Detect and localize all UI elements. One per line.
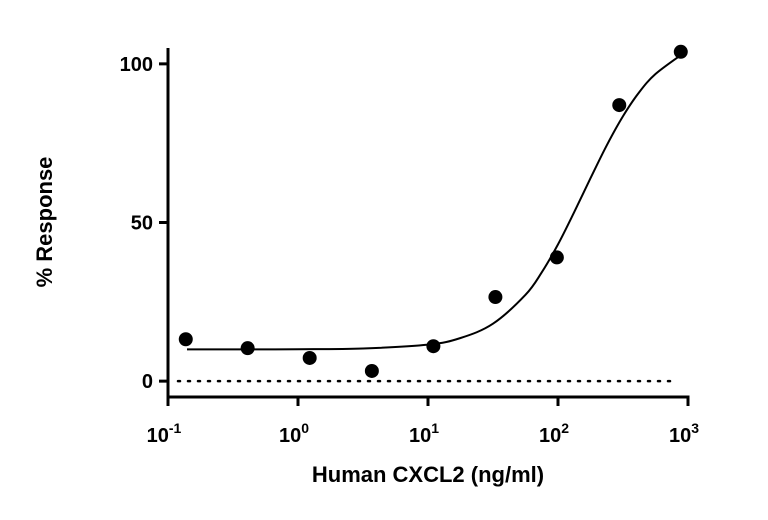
data-point [549,250,564,265]
data-point [612,98,627,113]
fit-curve [186,53,683,351]
x-tick-exponent: -1 [169,420,182,436]
y-axis-label: % Response [32,157,57,288]
data-point [178,332,193,347]
fit-curve-group [186,53,683,351]
x-tick-exponent: 2 [561,420,569,436]
x-tick-exponent: 1 [431,420,439,436]
x-tick-label: 10-1 [147,420,182,447]
data-point [364,363,379,378]
data-point [302,350,317,365]
x-tick-label: 103 [669,420,699,447]
data-point [673,44,688,59]
y-tick-label: 0 [142,371,153,393]
x-tick-base: 10 [409,425,431,447]
x-tick-label: 102 [539,420,569,447]
x-tick-exponent: 3 [691,420,699,436]
data-point [426,339,441,354]
x-tick-base: 10 [147,425,169,447]
x-tick-label: 100 [279,420,309,447]
x-tick-base: 10 [669,425,691,447]
data-point [488,290,503,305]
x-tick-exponent: 0 [301,420,309,436]
data-point [240,341,255,356]
x-tick-label: 101 [409,420,439,447]
x-tick-base: 10 [539,425,561,447]
x-axis-label: Human CXCL2 (ng/ml) [312,462,544,487]
y-tick-label: 100 [120,54,153,76]
x-tick-base: 10 [279,425,301,447]
y-tick-label: 50 [131,213,153,235]
data-points [178,44,688,378]
